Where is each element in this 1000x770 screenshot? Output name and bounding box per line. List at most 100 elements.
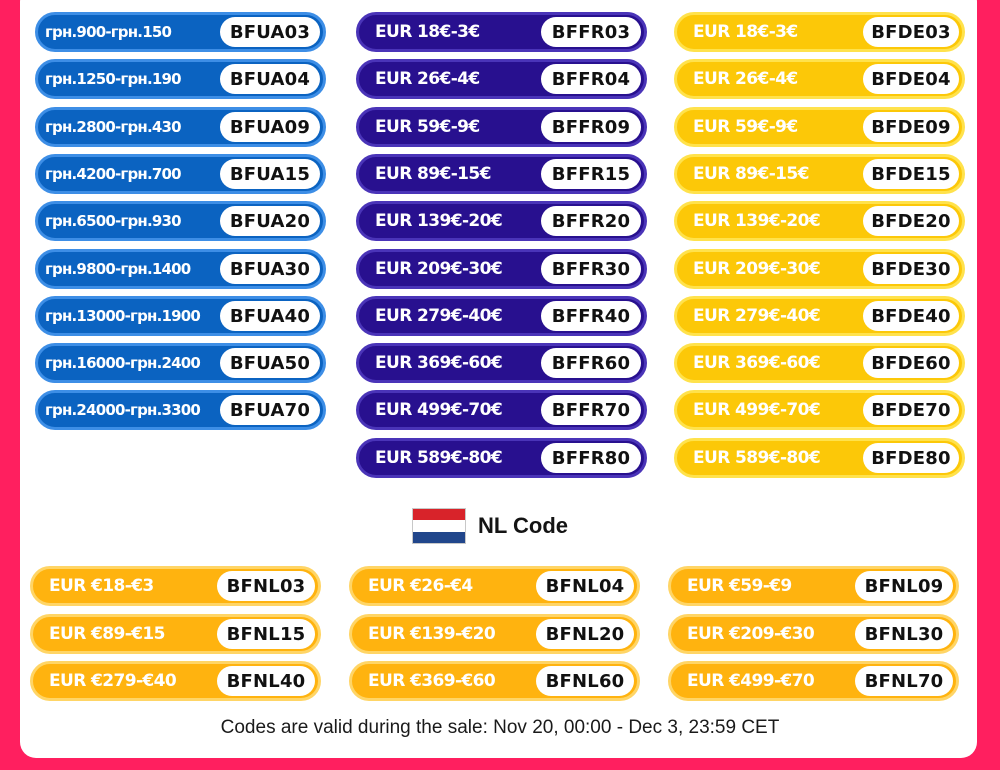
promo-code-button[interactable]: BFUA30: [220, 254, 320, 284]
promo-code-button[interactable]: BFDE09: [863, 112, 959, 142]
nl-section-heading: NL Code: [412, 508, 568, 544]
promo-code-button[interactable]: BFFR20: [541, 206, 641, 236]
promo-code-button[interactable]: BFUA09: [220, 112, 320, 142]
discount-range-label: EUR €18-€3: [49, 576, 154, 596]
promo-code-button[interactable]: BFUA40: [220, 301, 320, 331]
de-coupon-pill[interactable]: EUR 26€-4€ BFDE04: [674, 59, 965, 99]
promo-code-button[interactable]: BFFR60: [541, 348, 641, 378]
de-coupon-pill[interactable]: EUR 589€-80€ BFDE80: [674, 438, 965, 478]
promo-code-button[interactable]: BFDE04: [863, 64, 959, 94]
ua-coupon-pill[interactable]: грн.24000-грн.3300 BFUA70: [35, 390, 326, 430]
de-coupon-pill[interactable]: EUR 89€-15€ BFDE15: [674, 154, 965, 194]
promo-code-button[interactable]: BFNL04: [536, 571, 634, 601]
discount-range-label: грн.24000-грн.3300: [45, 401, 201, 419]
de-coupon-pill[interactable]: EUR 279€-40€ BFDE40: [674, 296, 965, 336]
fr-coupon-pill[interactable]: EUR 589€-80€ BFFR80: [356, 438, 647, 478]
promo-code-button[interactable]: BFFR03: [541, 17, 641, 47]
ua-coupon-pill[interactable]: грн.9800-грн.1400 BFUA30: [35, 249, 326, 289]
discount-range-label: EUR 369€-60€: [693, 353, 821, 373]
ua-coupon-pill[interactable]: грн.4200-грн.700 BFUA15: [35, 154, 326, 194]
discount-range-label: грн.6500-грн.930: [45, 212, 182, 230]
discount-range-label: грн.1250-грн.190: [45, 70, 182, 88]
ua-coupon-pill[interactable]: грн.16000-грн.2400 BFUA50: [35, 343, 326, 383]
discount-range-label: EUR 209€-30€: [693, 259, 821, 279]
promo-code-button[interactable]: BFFR80: [541, 443, 641, 473]
discount-range-label: EUR 499€-70€: [375, 400, 503, 420]
promo-code-button[interactable]: BFUA15: [220, 159, 320, 189]
promo-code-button[interactable]: BFDE20: [863, 206, 959, 236]
fr-coupon-pill[interactable]: EUR 18€-3€ BFFR03: [356, 12, 647, 52]
discount-range-label: EUR €279-€40: [49, 671, 177, 691]
ua-coupon-pill[interactable]: грн.1250-грн.190 BFUA04: [35, 59, 326, 99]
de-coupon-pill[interactable]: EUR 209€-30€ BFDE30: [674, 249, 965, 289]
promo-code-button[interactable]: BFFR04: [541, 64, 641, 94]
de-coupon-pill[interactable]: EUR 59€-9€ BFDE09: [674, 107, 965, 147]
promo-code-button[interactable]: BFFR15: [541, 159, 641, 189]
discount-range-label: EUR 499€-70€: [693, 400, 821, 420]
promo-code-button[interactable]: BFNL60: [536, 666, 634, 696]
discount-range-label: EUR 26€-4€: [375, 69, 480, 89]
promo-code-button[interactable]: BFFR30: [541, 254, 641, 284]
promo-code-button[interactable]: BFNL15: [217, 619, 315, 649]
discount-range-label: EUR 89€-15€: [693, 164, 809, 184]
validity-note: Codes are valid during the sale: Nov 20,…: [220, 717, 780, 738]
promo-code-button[interactable]: BFDE30: [863, 254, 959, 284]
discount-range-label: EUR 209€-30€: [375, 259, 503, 279]
discount-range-label: EUR 59€-9€: [693, 117, 798, 137]
promo-code-button[interactable]: BFDE60: [863, 348, 959, 378]
promo-code-button[interactable]: BFUA50: [220, 348, 320, 378]
discount-range-label: грн.16000-грн.2400: [45, 354, 201, 372]
ua-coupon-pill[interactable]: грн.2800-грн.430 BFUA09: [35, 107, 326, 147]
promo-code-button[interactable]: BFDE15: [863, 159, 959, 189]
promo-code-button[interactable]: BFFR70: [541, 395, 641, 425]
promo-code-button[interactable]: BFUA03: [220, 17, 320, 47]
fr-coupon-pill[interactable]: EUR 59€-9€ BFFR09: [356, 107, 647, 147]
nl-coupon-pill[interactable]: EUR €89-€15 BFNL15: [30, 614, 321, 654]
fr-coupon-pill[interactable]: EUR 369€-60€ BFFR60: [356, 343, 647, 383]
nl-coupon-pill[interactable]: EUR €369-€60 BFNL60: [349, 661, 640, 701]
nl-coupon-pill[interactable]: EUR €279-€40 BFNL40: [30, 661, 321, 701]
promo-code-button[interactable]: BFNL70: [855, 666, 953, 696]
discount-range-label: грн.4200-грн.700: [45, 165, 182, 183]
nl-coupon-pill[interactable]: EUR €139-€20 BFNL20: [349, 614, 640, 654]
fr-coupon-pill[interactable]: EUR 499€-70€ BFFR70: [356, 390, 647, 430]
promo-code-button[interactable]: BFUA20: [220, 206, 320, 236]
fr-coupon-pill[interactable]: EUR 279€-40€ BFFR40: [356, 296, 647, 336]
nl-coupon-pill[interactable]: EUR €499-€70 BFNL70: [668, 661, 959, 701]
promo-code-button[interactable]: BFNL30: [855, 619, 953, 649]
promo-code-button[interactable]: BFFR09: [541, 112, 641, 142]
fr-coupon-pill[interactable]: EUR 26€-4€ BFFR04: [356, 59, 647, 99]
de-coupon-pill[interactable]: EUR 369€-60€ BFDE60: [674, 343, 965, 383]
promo-code-button[interactable]: BFUA70: [220, 395, 320, 425]
discount-range-label: EUR 279€-40€: [693, 306, 821, 326]
de-coupon-pill[interactable]: EUR 18€-3€ BFDE03: [674, 12, 965, 52]
fr-coupon-pill[interactable]: EUR 209€-30€ BFFR30: [356, 249, 647, 289]
promo-code-button[interactable]: BFNL40: [217, 666, 315, 696]
nl-coupon-pill[interactable]: EUR €18-€3 BFNL03: [30, 566, 321, 606]
nl-coupon-pill[interactable]: EUR €59-€9 BFNL09: [668, 566, 959, 606]
de-coupon-pill[interactable]: EUR 499€-70€ BFDE70: [674, 390, 965, 430]
promo-code-button[interactable]: BFFR40: [541, 301, 641, 331]
discount-range-label: EUR 18€-3€: [693, 22, 798, 42]
discount-range-label: EUR 89€-15€: [375, 164, 491, 184]
promo-code-button[interactable]: BFNL09: [855, 571, 953, 601]
promo-code-button[interactable]: BFNL03: [217, 571, 315, 601]
discount-range-label: EUR 139€-20€: [375, 211, 503, 231]
promo-code-button[interactable]: BFDE80: [863, 443, 959, 473]
discount-range-label: EUR 369€-60€: [375, 353, 503, 373]
promo-code-button[interactable]: BFDE70: [863, 395, 959, 425]
nl-coupon-pill[interactable]: EUR €209-€30 BFNL30: [668, 614, 959, 654]
discount-range-label: грн.2800-грн.430: [45, 118, 182, 136]
promo-code-button[interactable]: BFUA04: [220, 64, 320, 94]
ua-coupon-pill[interactable]: грн.900-грн.150 BFUA03: [35, 12, 326, 52]
fr-coupon-pill[interactable]: EUR 139€-20€ BFFR20: [356, 201, 647, 241]
promo-code-button[interactable]: BFDE03: [863, 17, 959, 47]
fr-coupon-pill[interactable]: EUR 89€-15€ BFFR15: [356, 154, 647, 194]
de-coupon-pill[interactable]: EUR 139€-20€ BFDE20: [674, 201, 965, 241]
promo-code-button[interactable]: BFDE40: [863, 301, 959, 331]
ua-coupon-pill[interactable]: грн.13000-грн.1900 BFUA40: [35, 296, 326, 336]
discount-range-label: EUR €209-€30: [687, 624, 815, 644]
ua-coupon-pill[interactable]: грн.6500-грн.930 BFUA20: [35, 201, 326, 241]
nl-coupon-pill[interactable]: EUR €26-€4 BFNL04: [349, 566, 640, 606]
promo-code-button[interactable]: BFNL20: [536, 619, 634, 649]
